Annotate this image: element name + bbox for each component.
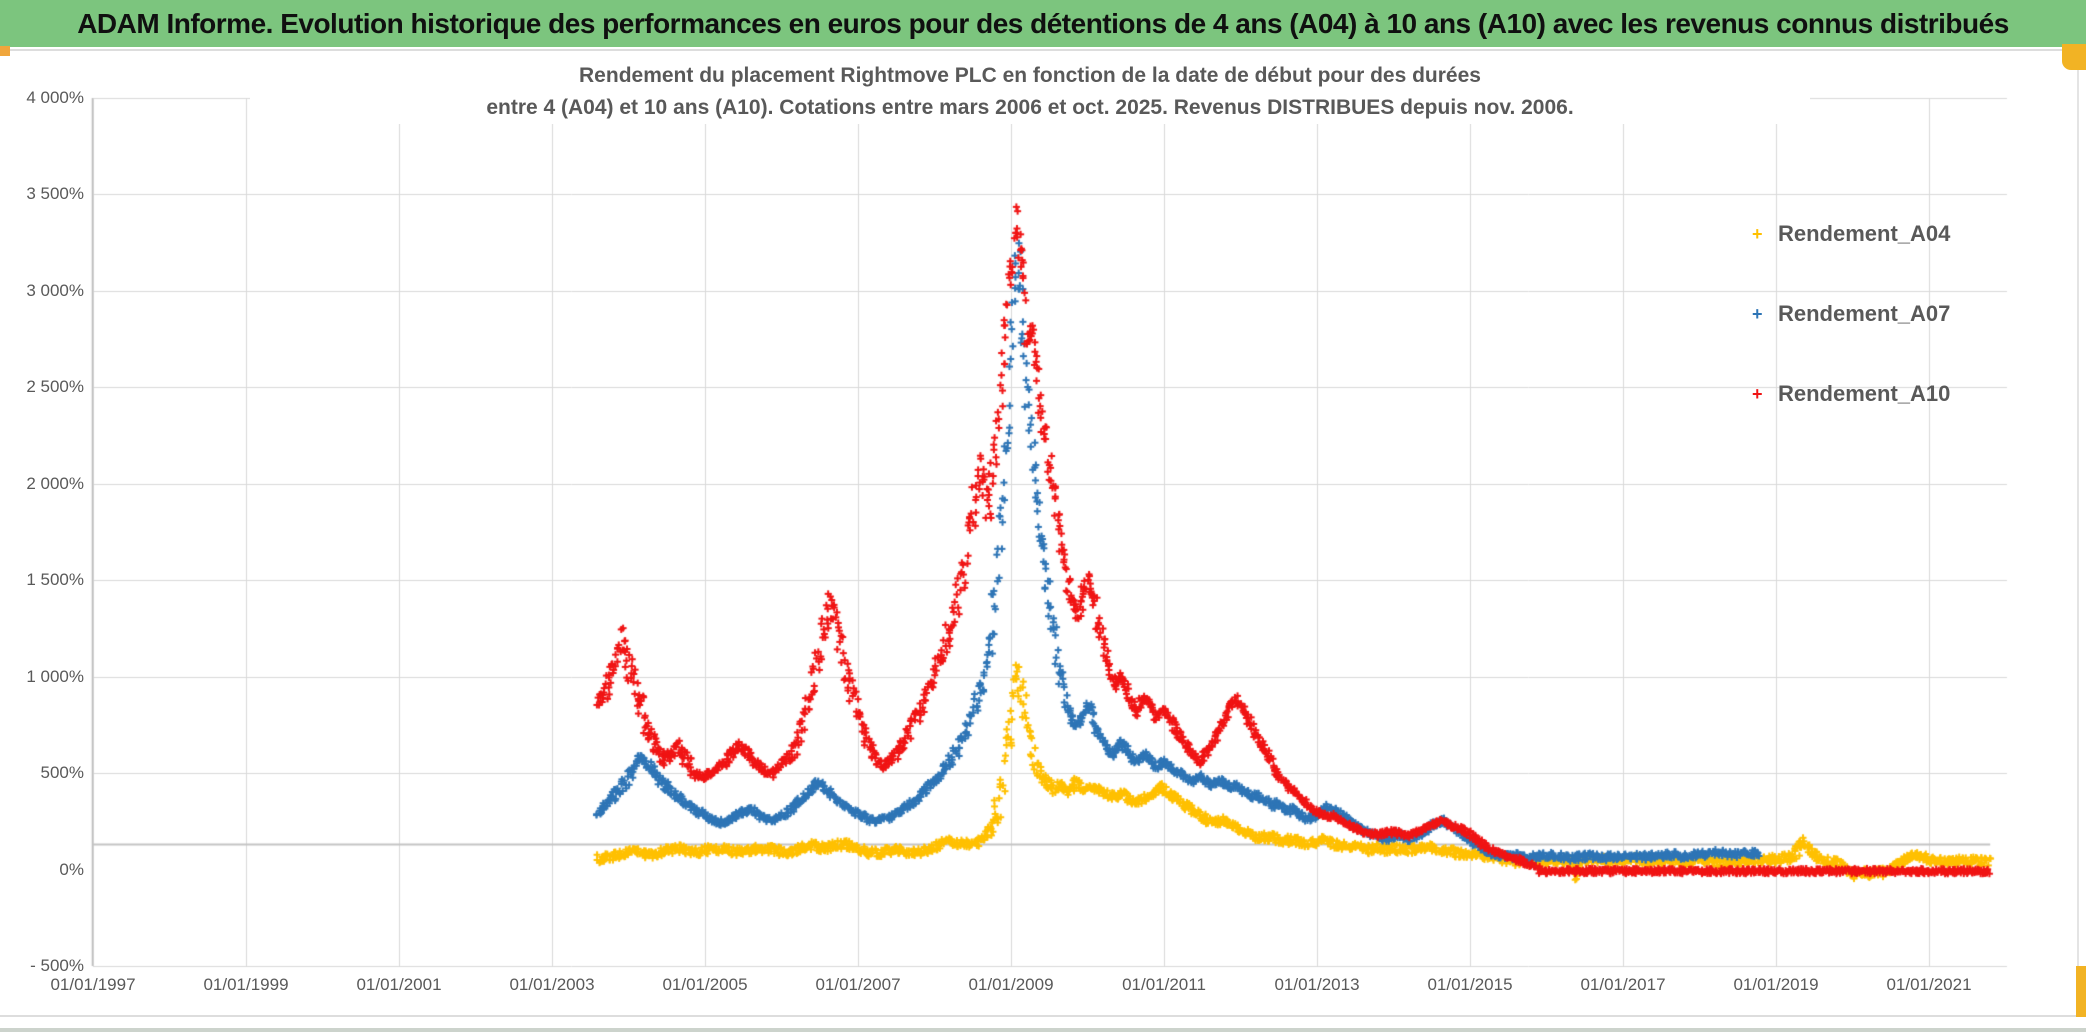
legend-label: Rendement_A10 — [1778, 381, 1951, 406]
chart-title: Rendement du placement Rightmove PLC en … — [250, 60, 1810, 124]
x-tick-label: 01/01/2001 — [356, 975, 442, 994]
x-tick-label: 01/01/1997 — [50, 975, 136, 994]
legend-label: Rendement_A07 — [1778, 301, 1951, 326]
y-tick-label: 2 000% — [26, 473, 84, 493]
x-tick-label: 01/01/1999 — [203, 975, 289, 994]
y-tick-label: 3 500% — [26, 184, 84, 204]
legend-item-rendement_a07[interactable]: + Rendement_A07 — [1752, 274, 1950, 354]
y-tick-label: 4 000% — [26, 88, 84, 107]
y-tick-label: 2 500% — [26, 377, 84, 397]
legend-item-rendement_a04[interactable]: + Rendement_A04 — [1752, 194, 1950, 274]
y-tick-label: 1 500% — [26, 570, 84, 590]
x-tick-label: 01/01/2003 — [509, 975, 595, 994]
y-tick-label: 1 000% — [26, 666, 84, 686]
legend-plus-marker-icon: + — [1752, 383, 1763, 404]
y-tick-label: 0% — [59, 859, 84, 879]
legend-plus-marker-icon: + — [1752, 223, 1763, 244]
x-tick-label: 01/01/2017 — [1580, 975, 1666, 994]
x-tick-label: 01/01/2013 — [1274, 975, 1360, 994]
x-tick-label: 01/01/2007 — [815, 975, 901, 994]
x-tick-label: 01/01/2011 — [1122, 975, 1206, 994]
sheet-bottom-edge — [0, 1028, 2086, 1032]
y-tick-label: 3 000% — [26, 280, 84, 300]
chart-legend: + Rendement_A04 + Rendement_A07 + Rendement_A… — [1752, 194, 1950, 434]
legend-label: Rendement_A04 — [1778, 221, 1951, 246]
x-tick-label: 01/01/2021 — [1886, 975, 1972, 994]
y-tick-label: 500% — [40, 763, 84, 783]
x-tick-label: 01/01/2005 — [662, 975, 748, 994]
x-tick-label: 01/01/2009 — [968, 975, 1054, 994]
legend-item-rendement_a10[interactable]: + Rendement_A10 — [1752, 354, 1950, 434]
chart-title-line1: Rendement du placement Rightmove PLC en … — [579, 64, 1481, 87]
x-tick-label: 01/01/2019 — [1733, 975, 1819, 994]
legend-plus-marker-icon: + — [1752, 303, 1763, 324]
chart-title-line2: entre 4 (A04) et 10 ans (A10). Cotations… — [486, 96, 1574, 119]
x-tick-label: 01/01/2015 — [1427, 975, 1513, 994]
y-tick-label: - 500% — [30, 956, 84, 975]
